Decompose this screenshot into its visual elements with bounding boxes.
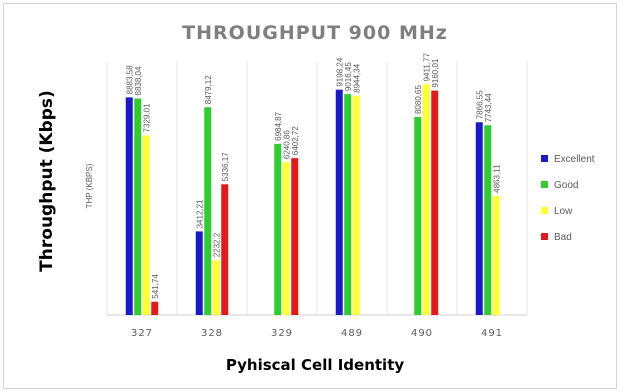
throughput-chart: THROUGHPUT 900 MHz Throughput (Kbps) THP… — [37, 22, 595, 374]
bar-bad-327 — [151, 301, 159, 315]
data-label: 9016,45 — [344, 62, 353, 91]
bar-excellent-328 — [195, 231, 203, 315]
bar-low-491 — [492, 195, 500, 315]
x-axis-label: Pyhiscal Cell Identity — [226, 356, 405, 374]
bar-excellent-491 — [475, 122, 483, 315]
bar-good-328 — [204, 107, 212, 315]
x-tick-label: 329 — [271, 328, 293, 339]
chart-frame: THROUGHPUT 900 MHz Throughput (Kbps) THP… — [3, 3, 617, 389]
bar-low-329 — [282, 162, 290, 315]
data-label: 9160,01 — [431, 58, 440, 87]
bar-bad-328 — [221, 184, 229, 315]
bar-low-328 — [212, 260, 220, 315]
legend-swatch-low — [541, 207, 548, 214]
bar-low-489 — [352, 95, 360, 315]
bar-excellent-489 — [335, 89, 343, 315]
x-tick-label: 491 — [481, 328, 503, 339]
bar-good-489 — [344, 94, 352, 315]
data-label: 7743,44 — [484, 93, 493, 122]
y-axis-label: Throughput (Kbps) — [37, 90, 57, 272]
data-label: 8944,34 — [352, 63, 361, 92]
data-label: 7329,01 — [142, 103, 151, 132]
bar-bad-490 — [431, 90, 439, 315]
bar-good-491 — [484, 125, 492, 315]
data-label: 8080,65 — [414, 85, 423, 114]
data-label: 6984,87 — [274, 111, 283, 140]
data-label: 4863,11 — [492, 164, 501, 193]
legend-label-excellent: Excellent — [554, 154, 595, 165]
legend-label-good: Good — [554, 180, 578, 191]
data-label: 8883,58 — [125, 65, 134, 94]
legend-swatch-excellent — [541, 155, 548, 162]
inner-y-axis-label: THP (KBPS) — [85, 163, 94, 208]
bar-excellent-327 — [125, 97, 133, 315]
x-tick-labels-group: 327 328 329 489 490 491 — [131, 328, 503, 339]
bar-good-490 — [414, 117, 422, 315]
data-label: 6402,72 — [291, 126, 300, 155]
legend-label-bad: Bad — [554, 232, 572, 243]
data-labels-group: 8883,58 8838,04 7329,01 541,74 3412,21 8479,1… — [125, 53, 501, 299]
data-label: 9411,77 — [422, 53, 431, 82]
x-tick-label: 490 — [411, 328, 433, 339]
data-label: 3412,21 — [195, 199, 204, 228]
data-label: 8838,04 — [134, 66, 143, 95]
legend-label-low: Low — [554, 206, 573, 217]
data-label: 7866,55 — [475, 90, 484, 119]
bar-good-329 — [274, 143, 282, 315]
bar-low-490 — [422, 84, 430, 315]
data-label: 8479,12 — [204, 75, 213, 104]
x-tick-label: 327 — [131, 328, 153, 339]
data-label: 541,74 — [151, 274, 160, 299]
legend-swatch-bad — [541, 233, 548, 240]
chart-title: THROUGHPUT 900 MHz — [182, 22, 448, 44]
bar-good-327 — [134, 98, 142, 315]
x-tick-label: 489 — [341, 328, 363, 339]
bar-bad-329 — [291, 158, 299, 315]
data-label: 5336,17 — [221, 152, 230, 181]
data-label: 9198,24 — [335, 57, 344, 86]
x-tick-label: 328 — [201, 328, 223, 339]
grid-lines — [106, 62, 528, 316]
bars-group — [125, 84, 500, 315]
bar-low-327 — [142, 135, 150, 315]
data-label: 2232,2 — [212, 232, 221, 257]
legend-swatch-good — [541, 181, 548, 188]
legend: Excellent Good Low Bad — [541, 154, 595, 243]
data-label: 6240,86 — [282, 130, 291, 159]
